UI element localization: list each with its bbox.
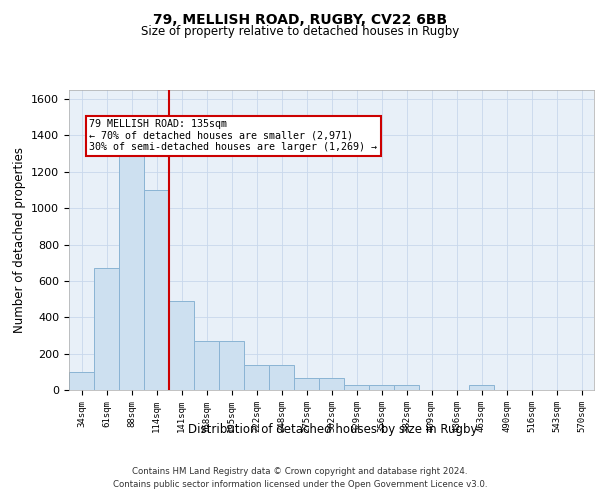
Bar (194, 341, 219, 390)
Bar (144, 190, 169, 390)
Text: Contains public sector information licensed under the Open Government Licence v3: Contains public sector information licen… (113, 480, 487, 489)
Text: 79 MELLISH ROAD: 135sqm
← 70% of detached houses are smaller (2,971)
30% of semi: 79 MELLISH ROAD: 135sqm ← 70% of detache… (89, 119, 377, 152)
Bar (469, 385, 494, 390)
Bar (244, 364, 269, 390)
Bar (119, 148, 144, 390)
Text: Contains HM Land Registry data © Crown copyright and database right 2024.: Contains HM Land Registry data © Crown c… (132, 468, 468, 476)
Bar (219, 341, 244, 390)
Text: 79, MELLISH ROAD, RUGBY, CV22 6BB: 79, MELLISH ROAD, RUGBY, CV22 6BB (153, 12, 447, 26)
Bar (319, 378, 344, 390)
Bar (344, 385, 369, 390)
Bar (169, 301, 194, 390)
Bar (269, 364, 294, 390)
Y-axis label: Number of detached properties: Number of detached properties (13, 147, 26, 333)
Text: Distribution of detached houses by size in Rugby: Distribution of detached houses by size … (188, 422, 478, 436)
Text: Size of property relative to detached houses in Rugby: Size of property relative to detached ho… (141, 25, 459, 38)
Bar (69, 372, 94, 390)
Bar (394, 385, 419, 390)
Bar (294, 378, 319, 390)
Bar (94, 268, 119, 390)
Bar (369, 385, 394, 390)
